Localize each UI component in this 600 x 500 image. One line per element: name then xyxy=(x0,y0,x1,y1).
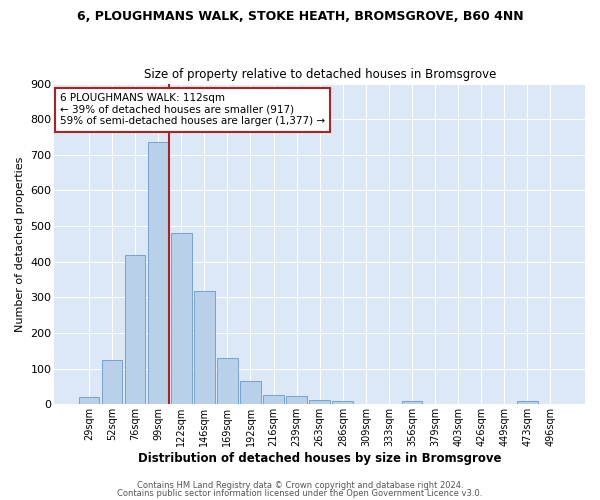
Bar xyxy=(171,233,191,404)
Bar xyxy=(217,358,238,405)
Bar xyxy=(332,402,353,404)
Text: 6 PLOUGHMANS WALK: 112sqm
← 39% of detached houses are smaller (917)
59% of semi: 6 PLOUGHMANS WALK: 112sqm ← 39% of detac… xyxy=(60,93,325,126)
Title: Size of property relative to detached houses in Bromsgrove: Size of property relative to detached ho… xyxy=(143,68,496,81)
Bar xyxy=(286,396,307,404)
Bar xyxy=(310,400,330,404)
Bar xyxy=(101,360,122,405)
Bar xyxy=(194,292,215,405)
Bar xyxy=(148,142,169,404)
Bar xyxy=(263,394,284,404)
Bar xyxy=(125,256,145,404)
Bar xyxy=(517,402,538,404)
Bar xyxy=(401,402,422,404)
Bar xyxy=(79,397,100,404)
Text: Contains HM Land Registry data © Crown copyright and database right 2024.: Contains HM Land Registry data © Crown c… xyxy=(137,481,463,490)
Bar xyxy=(240,381,261,404)
Y-axis label: Number of detached properties: Number of detached properties xyxy=(15,156,25,332)
Text: Contains public sector information licensed under the Open Government Licence v3: Contains public sector information licen… xyxy=(118,488,482,498)
X-axis label: Distribution of detached houses by size in Bromsgrove: Distribution of detached houses by size … xyxy=(138,452,502,465)
Text: 6, PLOUGHMANS WALK, STOKE HEATH, BROMSGROVE, B60 4NN: 6, PLOUGHMANS WALK, STOKE HEATH, BROMSGR… xyxy=(77,10,523,23)
